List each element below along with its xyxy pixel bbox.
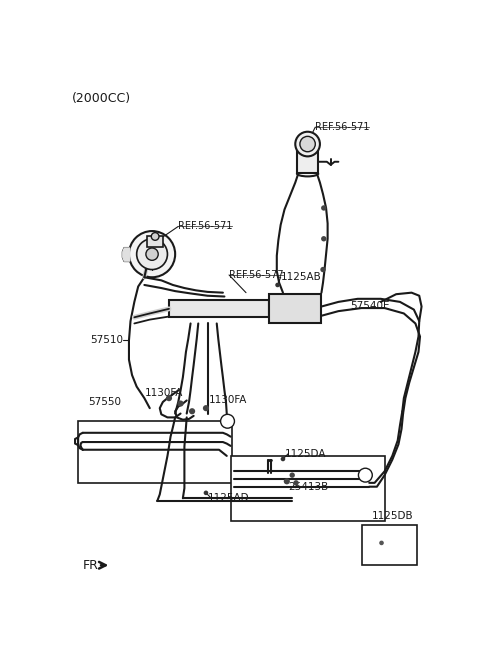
Text: 1125DB: 1125DB [372,511,413,521]
Circle shape [275,283,280,288]
Text: 1125AB: 1125AB [281,272,322,282]
Circle shape [166,395,172,402]
Text: 57540E: 57540E [350,301,389,310]
Circle shape [359,468,372,482]
Bar [269,294,322,324]
Text: 57550: 57550 [88,397,121,407]
Text: A: A [225,417,230,426]
Bar [169,301,269,317]
Circle shape [379,540,384,545]
Text: A: A [362,471,368,479]
Polygon shape [123,248,130,261]
Circle shape [146,248,158,260]
Circle shape [300,136,315,152]
Circle shape [321,205,326,211]
Text: 25413B: 25413B [288,481,329,492]
Circle shape [203,405,209,411]
Circle shape [221,415,234,428]
Text: REF.56-571: REF.56-571 [178,221,233,231]
Circle shape [321,236,326,242]
Circle shape [137,239,168,270]
Bar [230,456,384,521]
Circle shape [178,400,184,407]
Circle shape [289,472,295,478]
Circle shape [284,478,290,485]
Text: 1130FA: 1130FA [144,388,183,398]
Text: 57510: 57510 [90,335,123,345]
Text: 1130FA: 1130FA [209,396,247,405]
Circle shape [320,267,326,272]
Text: REF.56-577: REF.56-577 [229,270,284,280]
Text: 1125DA: 1125DA [285,449,326,458]
Bar [361,525,417,565]
Circle shape [204,491,208,495]
Text: REF.56-571: REF.56-571 [315,122,370,132]
Circle shape [293,480,299,485]
Circle shape [189,408,195,415]
Text: FR.: FR. [83,559,102,572]
Circle shape [281,457,285,461]
Bar [78,421,232,483]
Circle shape [129,231,175,277]
Bar [297,144,318,174]
Bar [147,236,163,247]
Text: 1125AD: 1125AD [207,493,249,503]
Circle shape [151,233,159,240]
Circle shape [295,132,320,157]
Text: (2000CC): (2000CC) [72,92,131,105]
